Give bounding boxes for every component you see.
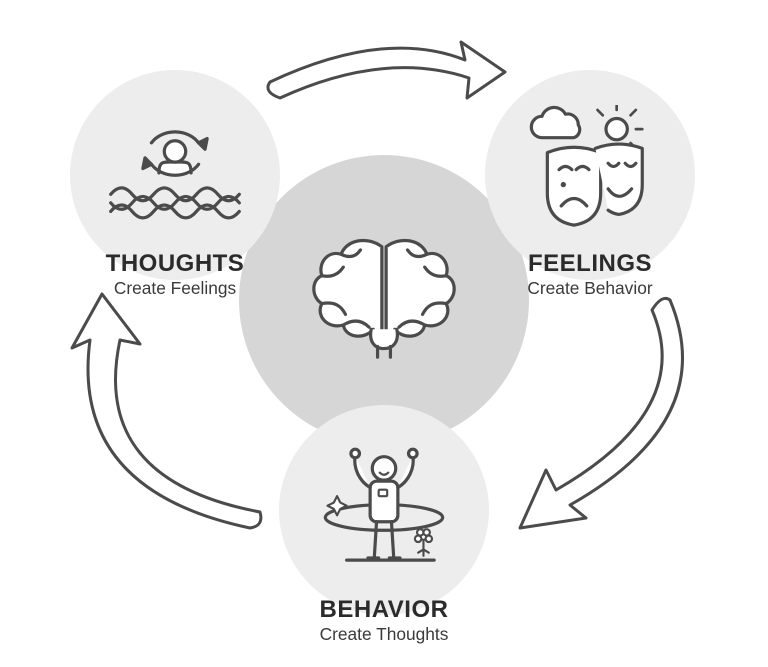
subtitle-behavior: Create Thoughts [284, 624, 484, 645]
title-behavior: BEHAVIOR [284, 596, 484, 624]
arrow-feelings-to-behavior [490, 290, 720, 550]
brain-icon [309, 230, 459, 360]
cbt-cycle-diagram: THOUGHTS Create Feelings [0, 0, 768, 667]
node-feelings [485, 70, 695, 280]
arrow-behavior-to-thoughts [50, 290, 280, 550]
title-thoughts: THOUGHTS [75, 250, 275, 278]
feelings-icon [510, 105, 670, 245]
arrow-thoughts-to-feelings [255, 20, 515, 110]
thoughts-icon [100, 110, 250, 240]
node-behavior [279, 405, 489, 615]
behavior-icon [304, 430, 464, 590]
node-thoughts [70, 70, 280, 280]
label-behavior: BEHAVIOR Create Thoughts [284, 596, 484, 645]
center-circle [239, 155, 529, 445]
title-feelings: FEELINGS [490, 250, 690, 278]
